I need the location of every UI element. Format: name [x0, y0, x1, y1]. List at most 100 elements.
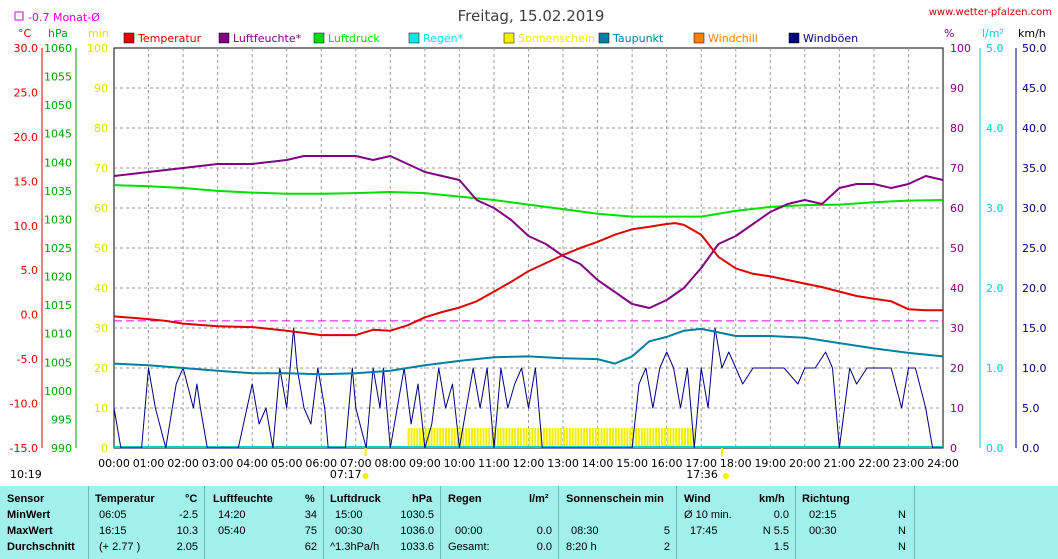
unit-pressure: hPa	[48, 27, 68, 40]
time-tick-label: 17:00	[685, 457, 717, 470]
time-tick-label: 18:00	[720, 457, 752, 470]
sunshine-tick-label: 60	[94, 202, 108, 215]
humidity-tick-label: 30	[950, 322, 964, 335]
temperature-tick-label: 15.0	[14, 175, 39, 188]
temperature-tick-label: -15.0	[10, 442, 38, 455]
stats-wind-max-time: 17:45	[690, 525, 718, 537]
sunshine-bar	[640, 428, 643, 448]
sunshine-bar	[603, 428, 606, 448]
humidity-tick-label: 0	[950, 442, 957, 455]
stats-col-wind: Wind km/h Ø 10 min. 0.0 17:45 N 5.5 1.5	[677, 486, 796, 559]
legend-label: Luftdruck	[328, 32, 380, 45]
sunshine-bar	[655, 428, 658, 448]
sunshine-bar	[427, 428, 430, 448]
unit-sunshine: min	[88, 27, 109, 40]
sunshine-bar	[626, 428, 629, 448]
legend-label: Luftfeuchte*	[233, 32, 302, 45]
rain-tick-label: 1.0	[986, 362, 1004, 375]
stats-hum-avg-val: 62	[304, 541, 317, 553]
sunshine-bar	[433, 428, 436, 448]
sunshine-tick-label: 40	[94, 282, 108, 295]
stats-rain-max-time: 00:00	[455, 525, 483, 537]
pressure-tick-label: 1055	[44, 71, 72, 84]
sunrise-label: 07:17	[330, 468, 362, 481]
stats-hum-min-val: 34	[304, 509, 317, 521]
stats-press-min-val: 1030.5	[400, 509, 434, 521]
humidity-tick-label: 90	[950, 82, 964, 95]
sunshine-tick-label: 20	[94, 362, 108, 375]
pressure-tick-label: 995	[51, 413, 72, 426]
stats-hum-min-time: 14:20	[218, 509, 246, 521]
site-url: www.wetter-pfalzen.com	[929, 7, 1052, 18]
stats-dir-avg-val: N	[898, 541, 906, 553]
time-tick-label: 08:00	[374, 457, 406, 470]
rain-tick-label: 2.0	[986, 282, 1004, 295]
stats-col-temp: Temperatur °C 06:05 -2.5 16:15 10.3 (+ 2…	[89, 486, 205, 559]
sunshine-bar	[413, 428, 416, 448]
sunset-label: 17:36	[686, 468, 718, 481]
legend-swatch	[598, 32, 610, 44]
wind-tick-label: 10.0	[1022, 362, 1047, 375]
stats-header-temp: Temperatur	[95, 493, 155, 505]
stats-rain-max-val: 0.0	[536, 525, 552, 537]
stats-table: Sensor MinWert MaxWert Durchschnitt Temp…	[0, 486, 1058, 559]
sunshine-bar	[450, 428, 453, 448]
sunshine-bar	[617, 428, 620, 448]
stats-col-dir: Richtung 02:15 N 00:30 N N	[796, 486, 915, 559]
sunshine-bar	[591, 428, 594, 448]
sunshine-bar	[453, 428, 456, 448]
wind-tick-label: 20.0	[1022, 282, 1047, 295]
stats-header-temp-unit: °C	[185, 493, 198, 505]
stats-press-min-time: 15:00	[335, 509, 363, 521]
temperature-tick-label: 25.0	[14, 86, 39, 99]
pressure-tick-label: 1050	[44, 99, 72, 112]
rain-tick-label: 3.0	[986, 202, 1004, 215]
sunshine-bar	[586, 428, 589, 448]
unit-humidity: %	[944, 27, 954, 40]
sunshine-bar	[514, 428, 517, 448]
wind-gust-series-line	[113, 327, 943, 449]
sunshine-bar	[600, 428, 603, 448]
stats-header-press-unit: hPa	[412, 493, 433, 505]
sunshine-bar	[652, 428, 655, 448]
sunshine-bar	[465, 428, 468, 448]
sunshine-bar	[635, 428, 638, 448]
time-tick-label: 21:00	[824, 457, 856, 470]
moon-time-label: 10:19	[10, 468, 42, 481]
stats-sun-avg-val: 2	[663, 541, 670, 553]
time-tick-label: 01:00	[133, 457, 165, 470]
sunshine-bar	[534, 428, 537, 448]
time-tick-label: 23:00	[893, 457, 925, 470]
pressure-tick-label: 1040	[44, 156, 72, 169]
sunshine-bar	[689, 428, 692, 448]
sunshine-tick-label: 0	[101, 442, 108, 455]
sunshine-tick-label: 70	[94, 162, 108, 175]
sunshine-bar	[637, 428, 640, 448]
sunshine-bar	[488, 428, 491, 448]
stats-header-rain-unit: l/m²	[529, 493, 549, 505]
stats-temp-min-time: 06:05	[99, 509, 127, 521]
sunshine-bar	[476, 428, 479, 448]
stats-press-avg-val: 1033.6	[400, 541, 434, 553]
sunshine-bar	[456, 428, 459, 448]
sunrise-icon	[362, 473, 369, 479]
stats-header-press: Luftdruck	[330, 493, 381, 505]
sunshine-bar	[436, 428, 439, 448]
sunshine-bar	[666, 428, 669, 448]
sunset-icon	[722, 473, 729, 479]
sunshine-bar	[496, 428, 499, 448]
sunshine-bar	[629, 428, 632, 448]
legend-swatch	[788, 32, 800, 44]
time-tick-label: 24:00	[927, 457, 959, 470]
pressure-tick-label: 1030	[44, 213, 72, 226]
temperature-tick-label: 20.0	[14, 131, 39, 144]
sunshine-bar	[620, 428, 623, 448]
sunshine-tick-label: 80	[94, 122, 108, 135]
legend-swatch	[693, 32, 705, 44]
stats-header-hum-unit: %	[305, 493, 315, 505]
humidity-tick-label: 50	[950, 242, 964, 255]
sunshine-bar	[571, 428, 574, 448]
sunshine-bar	[462, 428, 465, 448]
sunshine-bar	[609, 428, 612, 448]
stats-dir-min-time: 02:15	[809, 509, 837, 521]
